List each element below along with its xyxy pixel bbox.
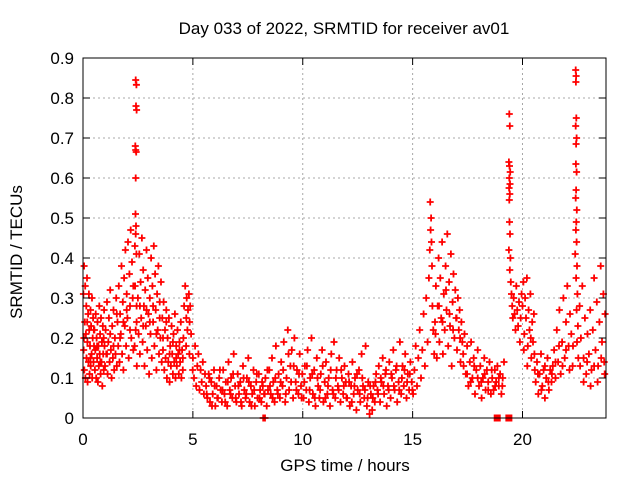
- x-axis-label: GPS time / hours: [280, 456, 409, 475]
- y-tick-label: 0.5: [50, 209, 74, 228]
- y-tick-label: 0.4: [50, 249, 74, 268]
- x-tick-label: 15: [403, 430, 422, 449]
- data-points-plus: [79, 66, 609, 422]
- y-tick-label: 0: [65, 409, 74, 428]
- y-tick-label: 0.8: [50, 89, 74, 108]
- y-tick-label: 0.3: [50, 289, 74, 308]
- y-tick-label: 0.2: [50, 329, 74, 348]
- chart-title: Day 033 of 2022, SRMTID for receiver av0…: [179, 19, 510, 38]
- y-axis-label: SRMTID / TECUs: [7, 185, 26, 319]
- y-tick-label: 0.9: [50, 49, 74, 68]
- x-tick-label: 5: [188, 430, 197, 449]
- x-tick-label: 10: [293, 430, 312, 449]
- plot-border: [82, 57, 607, 419]
- x-tick-label: 0: [78, 430, 87, 449]
- y-tick-label: 0.1: [50, 369, 74, 388]
- y-tick-label: 0.7: [50, 129, 74, 148]
- y-tick-label: 0.6: [50, 169, 74, 188]
- x-tick-label: 20: [513, 430, 532, 449]
